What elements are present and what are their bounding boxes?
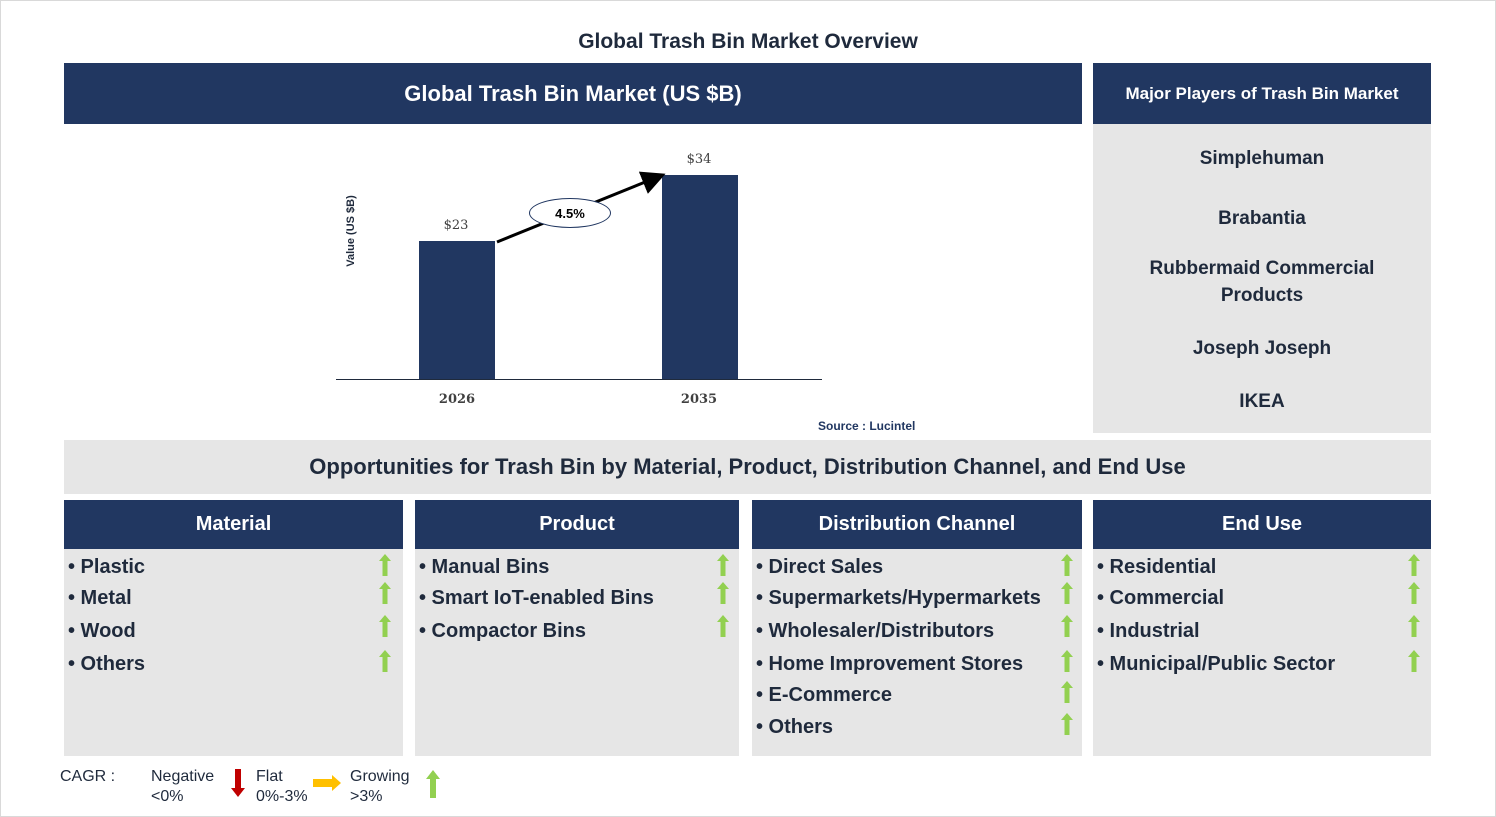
opportunities-title: Opportunities for Trash Bin by Material,… <box>64 440 1431 494</box>
growth-up-arrow-icon <box>379 615 391 637</box>
x-axis <box>336 379 822 380</box>
growth-up-arrow-icon <box>717 582 729 604</box>
legend-flat-line1: Flat <box>256 768 283 785</box>
column-header-product: Product <box>415 500 739 549</box>
growth-up-arrow-icon <box>1408 582 1420 604</box>
growing-up-arrow-icon <box>426 770 440 798</box>
column-body-product: • Manual Bins • Smart IoT-enabled Bins •… <box>415 549 739 756</box>
list-item: • Supermarkets/Hypermarkets <box>756 587 1041 609</box>
players-panel: Simplehuman Brabantia Rubbermaid Commerc… <box>1093 124 1431 433</box>
list-item: • Plastic <box>68 556 146 578</box>
growth-up-arrow-icon <box>379 582 391 604</box>
growth-up-arrow-icon <box>1061 615 1073 637</box>
bar-value-label: $23 <box>443 218 469 233</box>
list-item: • Residential <box>1097 556 1217 578</box>
players-header: Major Players of Trash Bin Market <box>1093 63 1431 124</box>
list-item: • Smart IoT-enabled Bins <box>419 587 654 609</box>
column-body-distribution-channel: • Direct Sales • Supermarkets/Hypermarke… <box>752 549 1082 756</box>
bar-2035 <box>662 175 738 379</box>
legend-growing: Growing >3% <box>350 767 410 807</box>
list-item: • Commercial <box>1097 587 1225 609</box>
legend-negative-line2: <0% <box>151 788 184 805</box>
player-item: Brabantia <box>1218 208 1306 229</box>
list-item: • Metal <box>68 587 132 609</box>
legend-negative-line1: Negative <box>151 768 215 785</box>
bar-chart: Value (US $B) $23 $34 4.5% 2026 2035 <box>300 140 840 440</box>
growth-up-arrow-icon <box>1061 713 1073 735</box>
column-body-end-use: • Residential • Commercial • Industrial … <box>1093 549 1431 756</box>
column-header-material: Material <box>64 500 403 549</box>
legend-flat-line2: 0%-3% <box>256 788 308 805</box>
list-item: • Others <box>756 716 834 738</box>
growth-up-arrow-icon <box>717 615 729 637</box>
growth-up-arrow-icon <box>1408 615 1420 637</box>
growth-up-arrow-icon <box>1061 650 1073 672</box>
growth-up-arrow-icon <box>379 554 391 576</box>
legend-label: CAGR : <box>60 768 116 785</box>
growth-up-arrow-icon <box>1061 681 1073 703</box>
player-item: IKEA <box>1239 391 1285 412</box>
x-tick-label: 2035 <box>680 392 718 407</box>
list-item: • Home Improvement Stores <box>756 653 1024 675</box>
legend-growing-line1: Growing <box>350 768 410 785</box>
growth-up-arrow-icon <box>1061 582 1073 604</box>
list-item: • E-Commerce <box>756 684 892 706</box>
source-note: Source : Lucintel <box>818 419 916 433</box>
negative-down-arrow-icon <box>231 769 245 797</box>
player-item: Joseph Joseph <box>1192 338 1332 359</box>
growth-up-arrow-icon <box>717 554 729 576</box>
cagr-bubble: 4.5% <box>529 198 611 228</box>
list-item: • Direct Sales <box>756 556 884 578</box>
legend-flat: Flat 0%-3% <box>256 767 308 807</box>
list-item: • Compactor Bins <box>419 620 587 642</box>
growth-up-arrow-icon <box>1408 554 1420 576</box>
list-item: • Wholesaler/Distributors <box>756 620 995 642</box>
chart-header: Global Trash Bin Market (US $B) <box>64 63 1082 124</box>
growth-up-arrow-icon <box>1408 650 1420 672</box>
cagr-arrow-icon <box>496 171 666 244</box>
player-item: Simplehuman <box>1199 148 1325 169</box>
legend-negative: Negative <0% <box>151 767 214 807</box>
player-item: Rubbermaid Commercial Products <box>1149 258 1375 306</box>
legend-growing-line2: >3% <box>350 788 383 805</box>
list-item: • Industrial <box>1097 620 1200 642</box>
growth-up-arrow-icon <box>1061 554 1073 576</box>
column-body-material: • Plastic • Metal • Wood • Others <box>64 549 403 756</box>
x-tick-label: 2026 <box>438 392 476 407</box>
column-header-distribution-channel: Distribution Channel <box>752 500 1082 549</box>
page-title: Global Trash Bin Market Overview <box>578 30 918 53</box>
list-item: • Municipal/Public Sector <box>1097 653 1336 675</box>
list-item: • Others <box>68 653 146 675</box>
growth-up-arrow-icon <box>379 650 391 672</box>
list-item: • Wood <box>68 620 136 642</box>
bar-value-label: $34 <box>686 152 712 167</box>
flat-right-arrow-icon <box>313 775 341 791</box>
bar-2026 <box>419 241 495 379</box>
list-item: • Manual Bins <box>419 556 550 578</box>
column-header-end-use: End Use <box>1093 500 1431 549</box>
